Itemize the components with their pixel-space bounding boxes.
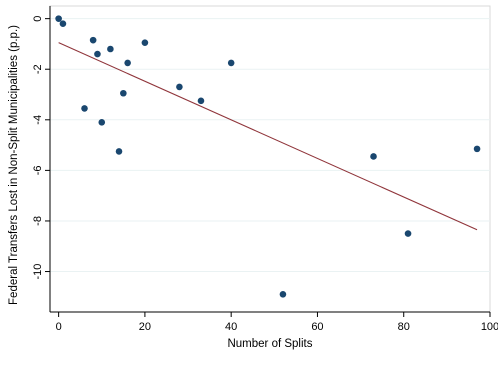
data-point bbox=[279, 290, 287, 298]
y-axis-title: Federal Transfers Lost in Non-Split Muni… bbox=[8, 25, 20, 305]
data-point bbox=[370, 153, 377, 160]
plot-area bbox=[49, 5, 491, 313]
y-tick-label: -2 bbox=[32, 64, 44, 74]
data-point bbox=[81, 105, 88, 112]
data-point bbox=[120, 89, 127, 97]
axis-ticks: 0 -2 -4 -6 -8 -10 0 20 40 60 80 100 bbox=[32, 16, 498, 333]
data-point bbox=[197, 97, 205, 105]
grid-lines bbox=[50, 18, 490, 273]
x-tick-label: 0 bbox=[56, 321, 62, 333]
data-point bbox=[141, 39, 149, 46]
data-point bbox=[98, 119, 106, 126]
x-tick-label: 60 bbox=[311, 321, 323, 333]
y-tick-label: 0 bbox=[32, 16, 44, 22]
y-tick-label: -8 bbox=[32, 216, 44, 226]
data-point bbox=[55, 15, 62, 22]
data-point bbox=[404, 230, 412, 237]
data-point bbox=[107, 45, 114, 53]
axes bbox=[49, 6, 490, 313]
x-tick-label: 100 bbox=[481, 321, 498, 333]
data-point bbox=[473, 145, 481, 153]
x-tick-label: 80 bbox=[398, 321, 410, 333]
y-tick-label: -6 bbox=[32, 165, 44, 175]
data-points bbox=[55, 15, 481, 298]
data-point bbox=[115, 148, 123, 155]
data-point bbox=[227, 59, 235, 67]
data-point bbox=[124, 59, 131, 67]
data-point bbox=[59, 20, 67, 28]
y-tick-label: -10 bbox=[32, 264, 44, 280]
x-tick-label: 20 bbox=[139, 321, 151, 333]
fit-line-group bbox=[58, 42, 478, 231]
data-point bbox=[94, 50, 101, 58]
x-axis-title: Number of Splits bbox=[227, 338, 312, 350]
fit-line bbox=[58, 42, 478, 231]
y-tick-label: -4 bbox=[32, 115, 44, 125]
data-point bbox=[176, 83, 183, 91]
x-tick-label: 40 bbox=[225, 321, 237, 333]
data-point bbox=[89, 36, 97, 44]
